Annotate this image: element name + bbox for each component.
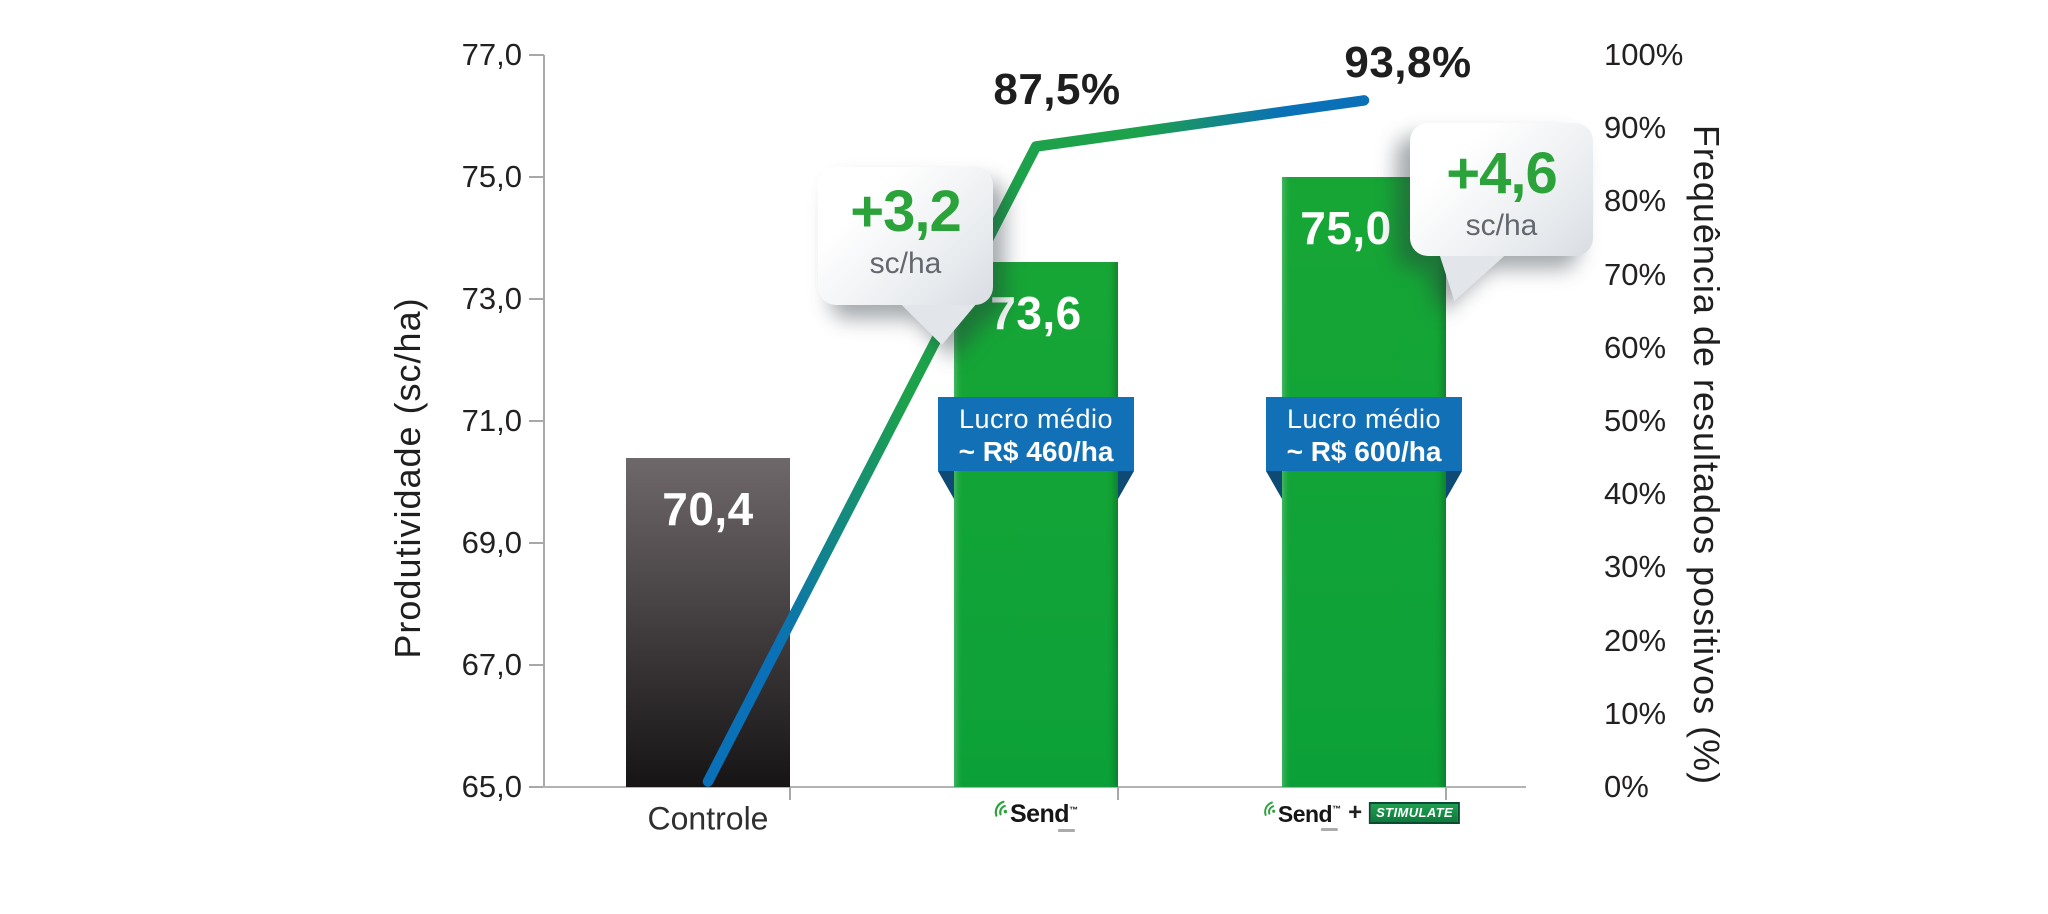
plus-sign: + — [1348, 799, 1363, 826]
ribbon-fold-icon — [1446, 471, 1462, 499]
x-axis-line — [543, 786, 1526, 788]
profit-ribbon-send-stimulate-value: ~ R$ 600/ha — [1286, 436, 1442, 467]
y-right-tick-label: 10% — [1604, 695, 1667, 731]
callout-send-value: +3,2 — [850, 179, 962, 244]
y-left-tick-mark — [529, 664, 544, 666]
trademark-icon: ™ — [1069, 805, 1079, 815]
ribbon-fold-icon — [1118, 471, 1134, 499]
y-left-tick-mark — [529, 420, 544, 422]
y-right-tick-label: 50% — [1604, 403, 1667, 438]
send-logo-text: Send — [1277, 801, 1333, 827]
bar-send: 73,6 — [954, 262, 1118, 787]
stimulate-logo: STIMULATE — [1369, 801, 1461, 825]
x-axis-tick-mark — [1117, 787, 1119, 800]
line-point-label-send-stimulate: 93,8% — [1344, 38, 1472, 88]
y-left-tick-label: 69,0 — [461, 525, 522, 560]
y-right-tick-label: 70% — [1604, 256, 1667, 292]
send-logo: Send ™ — [990, 799, 1079, 832]
send-logo-byline — [1321, 828, 1339, 831]
profit-ribbon-send-title: Lucro médio — [958, 404, 1114, 434]
profit-ribbon-send-stimulate-title: Lucro médio — [1286, 404, 1442, 434]
y-left-tick-label: 73,0 — [461, 281, 522, 316]
profit-ribbon-send-stimulate: Lucro médio ~ R$ 600/ha — [1266, 397, 1462, 499]
callout-bubble-send-stimulate: +4,6 sc/ha — [1410, 123, 1595, 305]
profit-ribbon-send: Lucro médio ~ R$ 460/ha — [938, 397, 1134, 499]
y-left-tick-mark — [529, 786, 544, 788]
callout-send-stimulate-value: +4,6 — [1446, 141, 1558, 206]
category-label-controle: Controle — [647, 800, 769, 837]
y-left-tick-mark — [529, 542, 544, 544]
bar-send-stimulate: 75,0 — [1282, 177, 1446, 787]
send-logo-text: Send — [1009, 800, 1070, 828]
y-left-tick-mark — [529, 176, 544, 178]
callout-bubble-send: +3,2 sc/ha — [818, 167, 998, 347]
y-right-tick-label: 0% — [1604, 769, 1649, 804]
x-axis-tick-mark — [789, 787, 791, 800]
send-logo: Send ™ — [1260, 800, 1342, 831]
y-axis-line — [543, 55, 545, 788]
bar-controle: 70,4 — [626, 457, 790, 787]
send-logo-byline — [1058, 829, 1076, 832]
y-left-tick-label: 77,0 — [461, 37, 522, 72]
y-left-tick-label: 67,0 — [461, 647, 522, 682]
y-right-tick-label: 40% — [1604, 476, 1667, 512]
category-label-send: Send ™ — [990, 799, 1079, 832]
send-signal-icon — [1264, 801, 1276, 816]
callout-send-unit: sc/ha — [869, 247, 942, 280]
y-left-tick-mark — [529, 298, 544, 300]
profit-ribbon-send-value: ~ R$ 460/ha — [958, 436, 1114, 467]
y-left-tick-label: 65,0 — [461, 769, 522, 804]
y-left-axis-title: Produtividade (sc/ha) — [387, 297, 428, 659]
x-axis-tick-mark — [1445, 787, 1447, 800]
bar-value-controle: 70,4 — [662, 482, 754, 535]
category-label-send-stimulate: Send ™ + STIMULATE — [1260, 799, 1461, 831]
y-left-tick-label: 71,0 — [461, 403, 522, 438]
bar-value-send: 73,6 — [990, 287, 1082, 340]
y-right-axis-title: Frequência de resultados positivos (%) — [1686, 124, 1727, 786]
ribbon-fold-icon — [938, 471, 954, 499]
speech-bubble-tail-icon — [1438, 249, 1512, 301]
callout-box-send: +3,2 sc/ha — [818, 167, 993, 305]
y-right-tick-label: 80% — [1604, 183, 1667, 219]
y-left-tick-mark — [529, 54, 544, 56]
y-right-tick-label: 100% — [1604, 37, 1684, 72]
bar-value-send-stimulate: 75,0 — [1300, 202, 1392, 254]
y-left-tick-label: 75,0 — [461, 159, 522, 194]
callout-box-send-stimulate: +4,6 sc/ha — [1410, 123, 1593, 256]
y-right-tick-label: 20% — [1604, 622, 1667, 658]
callout-send-stimulate-unit: sc/ha — [1465, 209, 1538, 242]
trademark-icon: ™ — [1332, 804, 1342, 814]
send-signal-icon — [994, 800, 1008, 817]
ribbon-fold-icon — [1266, 471, 1282, 499]
y-right-tick-label: 90% — [1604, 110, 1667, 146]
y-right-tick-label: 60% — [1604, 329, 1667, 365]
line-point-label-send: 87,5% — [993, 64, 1121, 114]
y-right-tick-label: 30% — [1604, 549, 1667, 585]
